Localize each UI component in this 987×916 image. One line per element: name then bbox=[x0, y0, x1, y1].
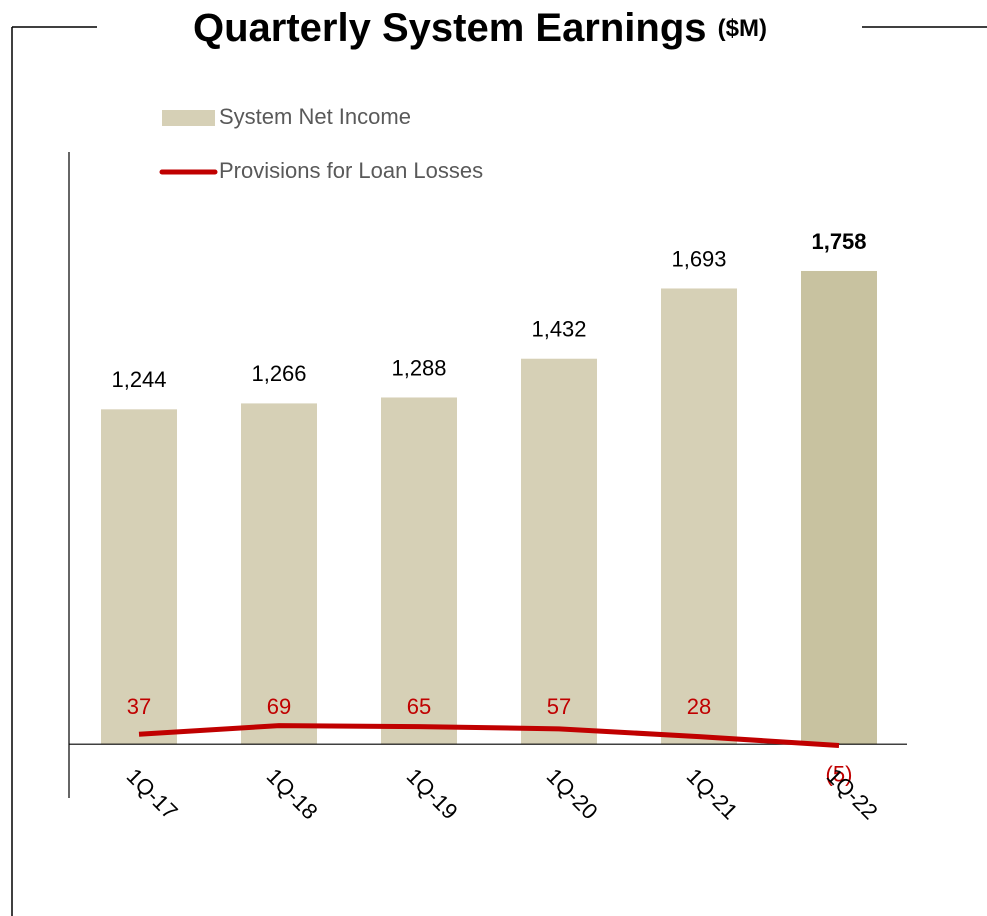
x-tick-label: 1Q-18 bbox=[262, 763, 323, 824]
line bbox=[138, 723, 840, 749]
line-label: (5) bbox=[826, 761, 853, 786]
bar-label: 1,266 bbox=[251, 361, 306, 386]
bar bbox=[101, 409, 177, 745]
x-tick-label: 1Q-19 bbox=[402, 763, 463, 824]
legend-swatch bbox=[162, 110, 215, 126]
title-unit: ($M) bbox=[718, 15, 767, 42]
x-tick-label: 1Q-17 bbox=[122, 763, 183, 824]
line-label: 69 bbox=[267, 694, 291, 719]
x-tick-label: 1Q-21 bbox=[682, 763, 743, 824]
legend-label: System Net Income bbox=[219, 104, 411, 129]
bar bbox=[521, 358, 597, 745]
bar-label: 1,758 bbox=[811, 229, 866, 254]
line-label: 65 bbox=[407, 694, 431, 719]
chart-title: Quarterly System Earnings ($M) bbox=[193, 6, 767, 50]
bar bbox=[381, 397, 457, 745]
bar-label: 1,244 bbox=[111, 367, 166, 392]
bar bbox=[801, 270, 877, 745]
title-text: Quarterly System Earnings bbox=[193, 6, 707, 50]
bar-label: 1,432 bbox=[531, 317, 586, 342]
line-label: 57 bbox=[547, 694, 571, 719]
legend-label: Provisions for Loan Losses bbox=[219, 158, 483, 183]
line-label: 28 bbox=[687, 694, 711, 719]
bar-label: 1,693 bbox=[671, 246, 726, 271]
bar bbox=[241, 403, 317, 745]
line-label: 37 bbox=[127, 694, 151, 719]
bar-label: 1,288 bbox=[391, 355, 446, 380]
bar bbox=[661, 288, 737, 745]
x-tick-label: 1Q-20 bbox=[542, 763, 603, 824]
